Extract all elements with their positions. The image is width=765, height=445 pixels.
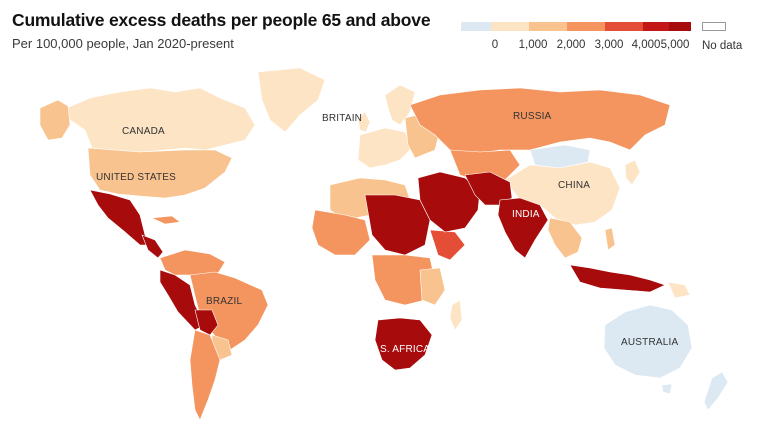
legend-tick-2000: 2,000 [556,39,586,51]
horn-of-africa [429,229,466,261]
bolivia [194,309,219,336]
indonesia [569,264,666,293]
legend-swatch-3000-4000 [605,22,643,31]
japan [624,159,641,186]
new-zealand [703,371,729,411]
map-label-south-africa: S. AFRICA [380,344,430,355]
philippines [604,227,616,251]
chart-title: Cumulative excess deaths per people 65 a… [12,10,431,30]
greenland [257,67,326,133]
western-europe [357,127,413,169]
britain [357,111,371,133]
argentina [189,329,221,421]
middle-east [417,171,481,233]
southeast-asia [547,217,583,259]
color-legend: 0 1,000 2,000 3,000 4,000 5,000 No data [461,22,761,58]
legend-tick-4000: 4,000 [631,39,661,51]
canada [57,87,256,153]
tasmania [661,383,673,395]
map-label-india: INDIA [512,209,540,220]
map-label-china: CHINA [558,180,590,191]
legend-swatch-4000-5000 [643,22,669,31]
southern-africa [374,317,433,371]
india [497,197,549,259]
sahel [364,194,431,256]
legend-no-data-label: No data [702,40,743,52]
papua-new-guinea [667,281,691,299]
legend-swatch-2000-3000 [567,22,605,31]
madagascar [449,299,463,331]
caribbean [150,215,181,225]
map-label-brazil: BRAZIL [206,296,242,307]
map-label-russia: RUSSIA [513,111,552,122]
mongolia [529,144,591,169]
map-label-canada: CANADA [122,126,165,137]
legend-tick-5000: 5,000 [660,39,690,51]
australia [603,304,693,379]
legend-swatch-5000-plus [669,22,691,31]
east-africa [419,267,446,306]
map-label-australia: AUSTRALIA [621,337,679,348]
chart-subtitle: Per 100,000 people, Jan 2020-present [12,36,234,51]
map-label-britain: BRITAIN [322,113,362,124]
west-africa [311,209,371,256]
legend-swatch-no-data [702,22,726,31]
legend-tick-0: 0 [491,39,499,51]
legend-swatch-negative [461,22,491,31]
legend-tick-3000: 3,000 [594,39,624,51]
central-america [141,234,164,259]
map-label-united-states: UNITED STATES [96,172,176,183]
legend-swatch-0-1000 [491,22,529,31]
central-asia [449,149,521,183]
united-states [87,147,233,199]
legend-swatch-1000-2000 [529,22,567,31]
legend-tick-1000: 1,000 [518,39,548,51]
alaska [39,99,71,141]
